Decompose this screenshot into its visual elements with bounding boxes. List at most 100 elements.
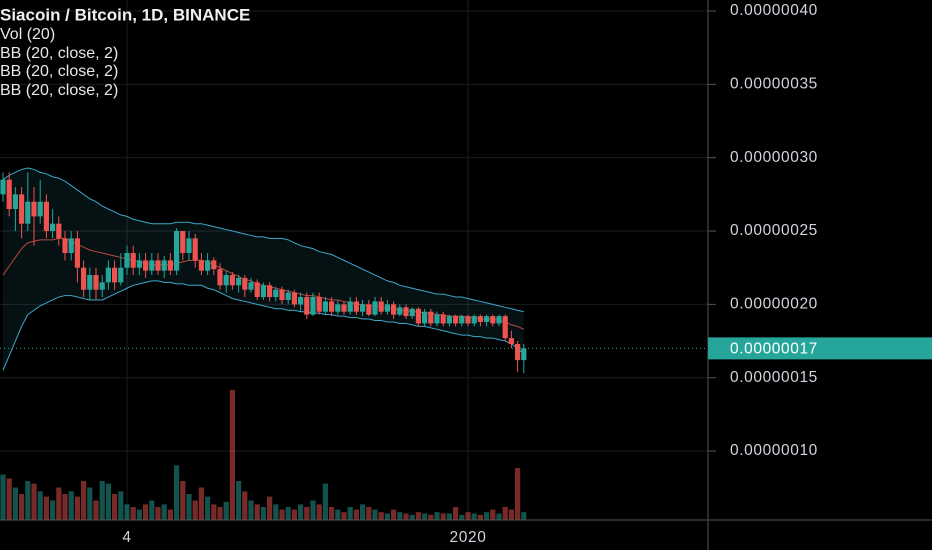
candle-body [180, 231, 186, 254]
volume-bar [477, 514, 483, 520]
candle-body [273, 289, 279, 298]
candle-body [490, 316, 496, 324]
volume-bar [329, 507, 335, 520]
candle-body [25, 201, 31, 224]
candle-body [6, 179, 12, 210]
volume-bar [453, 507, 459, 520]
band-fill [3, 167, 524, 371]
volume-bar [409, 514, 415, 520]
chart-title: Siacoin / Bitcoin, 1D, BINANCE [0, 5, 250, 24]
candle-body [229, 275, 235, 286]
legend-entry: BB (20, close, 2) [0, 82, 118, 99]
volume-bar [347, 507, 353, 520]
volume-bar [322, 483, 328, 520]
volume-bar [285, 507, 291, 520]
candle-body [242, 277, 248, 290]
volume-bar [136, 509, 142, 520]
volume-bar [161, 504, 167, 520]
candle-body [236, 277, 242, 286]
last-price-label: 0.00000017 [730, 340, 818, 357]
volume-bar [93, 500, 99, 520]
volume-bar [37, 491, 43, 520]
candle-body [93, 275, 99, 290]
candle-body [360, 304, 366, 312]
candle-body [260, 285, 266, 298]
volume-bar [155, 507, 161, 520]
candle-body [0, 179, 6, 195]
volume-bar [236, 481, 242, 520]
volume-bar [353, 509, 359, 520]
volume-bar [279, 509, 285, 520]
volume-bar [62, 494, 68, 520]
candle-body [298, 297, 304, 305]
candle-body [223, 275, 229, 286]
candle-body [285, 292, 291, 300]
candle-body [316, 297, 322, 312]
candle-body [155, 260, 161, 271]
candle-body [130, 253, 136, 268]
candle-body [496, 316, 502, 324]
candle-body [322, 301, 328, 312]
volume-bar [192, 500, 198, 520]
candle-body [422, 311, 428, 324]
y-tick-label: 0.00000030 [730, 149, 818, 166]
volume-bar [217, 507, 223, 520]
volume-bar [378, 512, 384, 520]
y-tick-label: 0.00000020 [730, 295, 818, 312]
legend-entry: BB (20, close, 2) [0, 45, 118, 62]
candle-body [254, 282, 260, 298]
candle-body [68, 238, 74, 254]
candle-body [37, 201, 43, 217]
volume-bar [198, 487, 204, 520]
volume-bar [446, 513, 452, 520]
axes: 0.00000010 0.00000015 0.00000020 0.00000025… [122, 2, 932, 546]
volume-bar [490, 509, 496, 520]
volume-bar [341, 512, 347, 520]
volume-bar [229, 390, 235, 520]
plot [0, 167, 708, 520]
volume-bar [124, 504, 130, 520]
volume-bar [428, 514, 434, 520]
volume-bar [484, 512, 490, 520]
candle-body [74, 238, 80, 268]
volume-bar [267, 496, 273, 520]
volume-bar [440, 513, 446, 520]
x-tick-label: 4 [122, 529, 131, 546]
volume-bar [471, 513, 477, 520]
candle-body [304, 297, 310, 315]
candle-body [167, 260, 173, 271]
volume-bar [43, 496, 49, 520]
volume-bar [56, 487, 62, 520]
candle-body [465, 316, 471, 324]
candle-body [124, 253, 130, 268]
volume-bar [12, 487, 18, 520]
candle-body [440, 314, 446, 324]
candle-body [136, 260, 142, 268]
candle-body [211, 260, 217, 270]
candle-body [521, 348, 527, 361]
volume-bar [112, 494, 118, 520]
volume-bar [403, 513, 409, 520]
bb-line [2, 167, 524, 313]
volume-bar [422, 513, 428, 520]
volume-bar [366, 507, 372, 520]
candle-body [87, 275, 93, 290]
candle-body [310, 297, 316, 315]
candle-body [43, 201, 49, 232]
candle-body [62, 238, 68, 254]
candle-body [161, 260, 167, 271]
candle-body [118, 267, 124, 283]
candle-body [279, 289, 285, 300]
volume-bar [242, 491, 248, 520]
volume-bar [31, 483, 37, 520]
volume-bar [19, 494, 25, 520]
volume-bar [68, 491, 74, 520]
candle-body [484, 316, 490, 322]
volume-bar [211, 504, 217, 520]
candle-body [56, 223, 62, 239]
candle-body [291, 292, 297, 305]
legend-entry: BB (20, close, 2) [0, 63, 118, 80]
volume-bar [397, 512, 403, 520]
